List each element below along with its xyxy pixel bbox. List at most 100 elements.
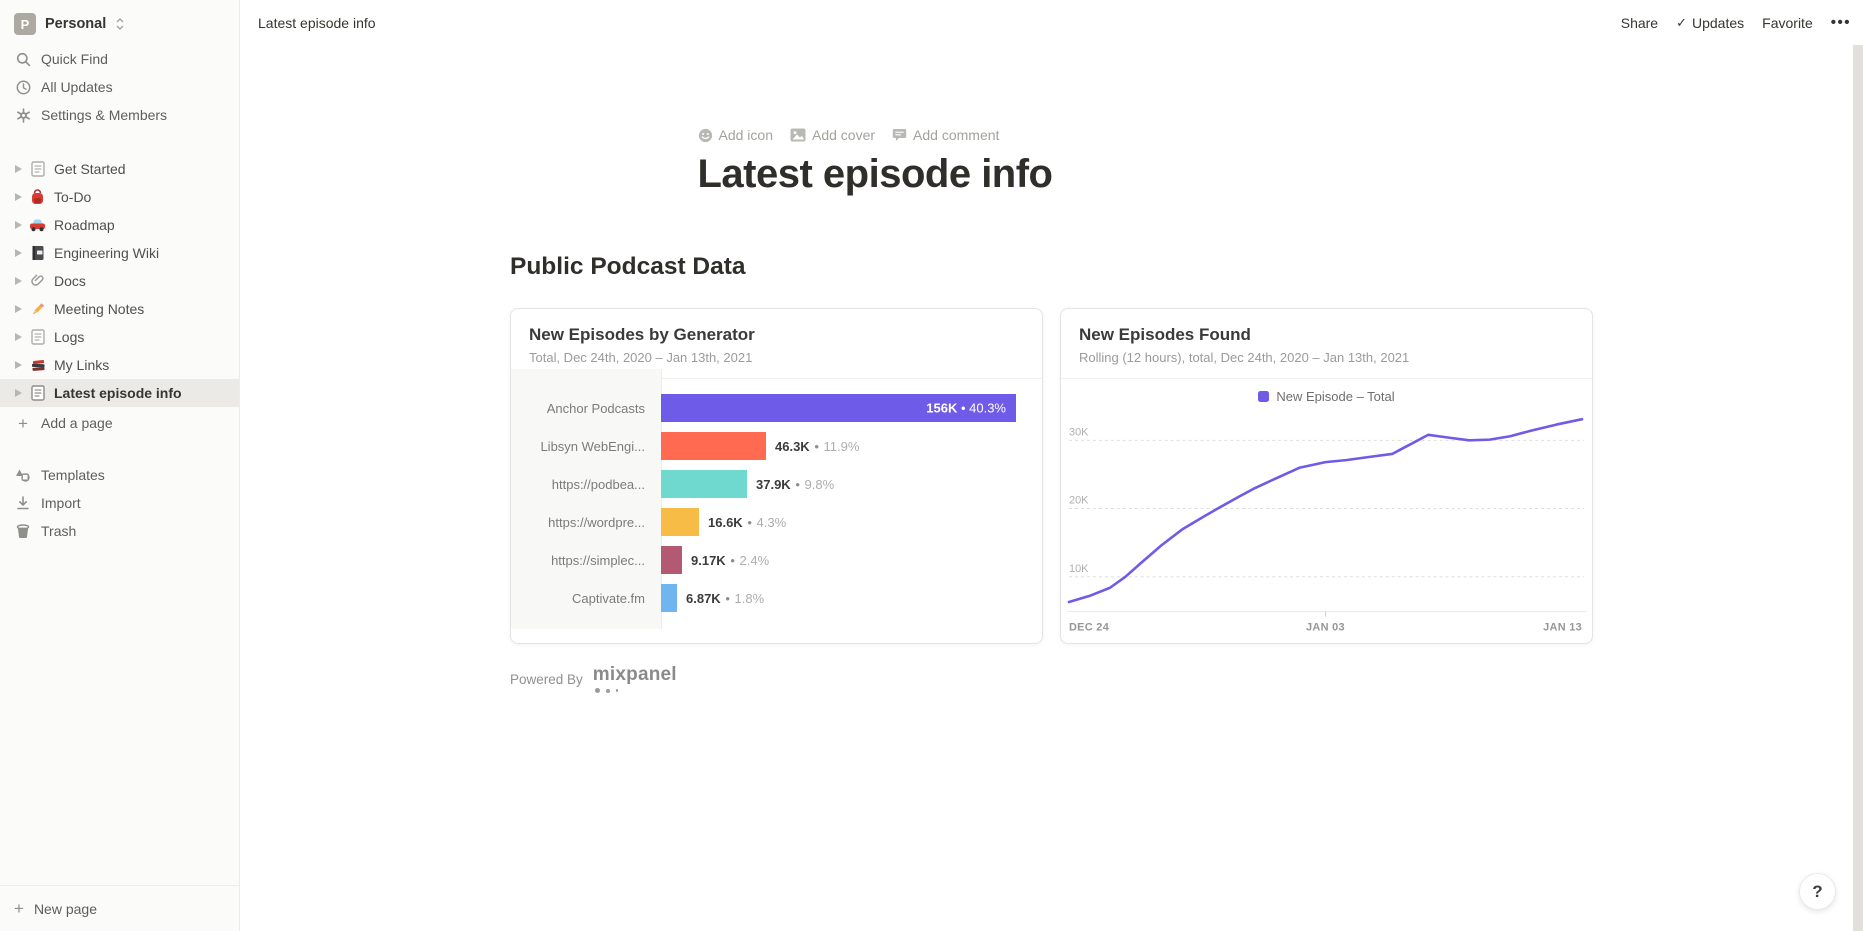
- workspace-name: Personal: [45, 16, 107, 32]
- sidebar-item-trash[interactable]: Trash: [0, 517, 239, 545]
- help-button[interactable]: ?: [1799, 873, 1836, 910]
- smiley-icon: [698, 128, 712, 142]
- workspace-switcher[interactable]: P Personal: [0, 0, 239, 45]
- bar-category-label: https://wordpre...: [548, 514, 645, 530]
- sidebar-item-settings-members[interactable]: Settings & Members: [0, 101, 239, 129]
- sidebar-page-get-started[interactable]: Get Started: [0, 155, 239, 183]
- scrollbar[interactable]: [1853, 45, 1863, 931]
- sidebar-page-to-do[interactable]: To-Do: [0, 183, 239, 211]
- sidebar-page-logs[interactable]: Logs: [0, 323, 239, 351]
- svg-text:30K: 30K: [1069, 426, 1089, 438]
- sidebar-page-roadmap[interactable]: Roadmap: [0, 211, 239, 239]
- chevron-updown-icon: [116, 18, 124, 30]
- sidebar-page-my-links[interactable]: My Links: [0, 351, 239, 379]
- bar-category-label: https://podbea...: [551, 476, 645, 492]
- add-cover-button[interactable]: Add cover: [790, 127, 875, 143]
- sidebar-page-meeting-notes[interactable]: Meeting Notes: [0, 295, 239, 323]
- svg-text:DEC 24: DEC 24: [1069, 622, 1110, 634]
- bar-category-label: Libsyn WebEngi...: [540, 438, 645, 454]
- toggle-icon[interactable]: [10, 249, 27, 257]
- sidebar: P Personal Quick Find All Updates Settin…: [0, 0, 240, 931]
- page-title[interactable]: Latest episode info: [697, 152, 1054, 196]
- topbar: Latest episode info Share ✓ Updates Favo…: [240, 0, 1863, 45]
- sidebar-item-all-updates[interactable]: All Updates: [0, 73, 239, 101]
- toggle-icon[interactable]: [10, 333, 27, 341]
- templates-label: Templates: [41, 467, 105, 483]
- legend-swatch: [1258, 391, 1270, 402]
- bar-value-label: 156K • 40.3%: [926, 400, 1006, 416]
- bar[interactable]: 156K • 40.3%: [661, 394, 1016, 422]
- bar-chart-rows: Anchor Podcasts 156K • 40.3% Libsyn WebEng…: [511, 369, 1042, 629]
- toggle-icon[interactable]: [10, 165, 27, 173]
- plus-icon: +: [18, 413, 28, 433]
- line-chart-plot: 10K 20K 30K DEC 24 JAN 03 JAN 13: [1067, 406, 1586, 638]
- sidebar-footer: Templates Import Trash: [0, 461, 239, 545]
- line-chart-card[interactable]: New Episodes Found Rolling (12 hours), t…: [1060, 308, 1593, 644]
- bar-row[interactable]: https://simplec... 9.17K • 2.4%: [511, 541, 1042, 579]
- toggle-icon[interactable]: [10, 305, 27, 313]
- sidebar-item-templates[interactable]: Templates: [0, 461, 239, 489]
- page-label: Latest episode info: [54, 385, 182, 401]
- help-label: ?: [1812, 881, 1823, 901]
- page-label: Get Started: [54, 161, 126, 177]
- toggle-icon[interactable]: [10, 361, 27, 369]
- toggle-icon[interactable]: [10, 277, 27, 285]
- line-chart-header: New Episodes Found Rolling (12 hours), t…: [1061, 309, 1592, 379]
- breadcrumb[interactable]: Latest episode info: [258, 14, 376, 31]
- templates-icon: [14, 468, 32, 483]
- clock-icon: [14, 80, 32, 95]
- line-series[interactable]: [1067, 417, 1584, 604]
- trash-icon: [14, 523, 32, 539]
- bar-track: 156K • 40.3%: [661, 394, 1042, 422]
- sidebar-item-label: Quick Find: [41, 51, 108, 67]
- charts-row: New Episodes by Generator Total, Dec 24t…: [510, 308, 1593, 644]
- sidebar-page-engineering-wiki[interactable]: Engineering Wiki: [0, 239, 239, 267]
- new-page-label: New page: [33, 900, 97, 917]
- add-comment-button[interactable]: Add comment: [892, 127, 999, 143]
- bar-chart-card[interactable]: New Episodes by Generator Total, Dec 24t…: [510, 308, 1043, 644]
- section-heading[interactable]: Public Podcast Data: [510, 253, 746, 280]
- toggle-icon[interactable]: [10, 193, 27, 201]
- mixpanel-logo[interactable]: mixpanel: [593, 665, 677, 693]
- bar[interactable]: [661, 470, 747, 498]
- updates-button[interactable]: ✓ Updates: [1676, 14, 1745, 31]
- add-a-page-button[interactable]: + Add a page: [0, 409, 239, 437]
- books-emoji: [27, 358, 48, 373]
- bar-row[interactable]: Captivate.fm 6.87K • 1.8%: [511, 579, 1042, 617]
- more-options-button[interactable]: •••: [1830, 14, 1851, 31]
- comment-icon: [892, 129, 907, 141]
- sidebar-item-quick-find[interactable]: Quick Find: [0, 45, 239, 73]
- bar[interactable]: [661, 584, 677, 612]
- favorite-button[interactable]: Favorite: [1762, 14, 1813, 31]
- add-icon-button[interactable]: Add icon: [698, 127, 773, 143]
- bar-row[interactable]: https://podbea... 37.9K • 9.8%: [511, 465, 1042, 503]
- toggle-icon[interactable]: [10, 221, 27, 229]
- bar[interactable]: [661, 546, 682, 574]
- car-emoji: [27, 218, 48, 232]
- page-controls: Add icon Add cover Add comment: [698, 127, 1406, 143]
- sidebar-page-docs[interactable]: Docs: [0, 267, 239, 295]
- bar-chart-header: New Episodes by Generator Total, Dec 24t…: [511, 309, 1042, 379]
- line-chart-svg: 10K 20K 30K DEC 24 JAN 03 JAN 13: [1067, 417, 1586, 634]
- legend-label: New Episode – Total: [1276, 389, 1395, 404]
- page-icon: [27, 329, 48, 345]
- bar-row[interactable]: Anchor Podcasts 156K • 40.3%: [511, 389, 1042, 427]
- svg-text:20K: 20K: [1069, 495, 1089, 507]
- bar[interactable]: [661, 432, 766, 460]
- new-page-button[interactable]: + New page: [0, 885, 239, 931]
- bar-row[interactable]: https://wordpre... 16.6K • 4.3%: [511, 503, 1042, 541]
- share-button[interactable]: Share: [1620, 14, 1659, 31]
- toggle-icon[interactable]: [10, 389, 27, 397]
- bar-value-label: 37.9K • 9.8%: [756, 476, 835, 492]
- powered-by-row: Powered By mixpanel: [510, 665, 1593, 693]
- mixpanel-wordmark: mixpanel: [592, 664, 677, 685]
- sidebar-item-label: All Updates: [41, 79, 113, 95]
- bar[interactable]: [661, 508, 699, 536]
- import-label: Import: [41, 495, 81, 511]
- bar-row[interactable]: Libsyn WebEngi... 46.3K • 11.9%: [511, 427, 1042, 465]
- bar-track: 16.6K • 4.3%: [661, 508, 1042, 536]
- page-label: Engineering Wiki: [54, 245, 160, 261]
- sidebar-item-import[interactable]: Import: [0, 489, 239, 517]
- bar-value-label: 6.87K • 1.8%: [686, 590, 765, 606]
- sidebar-page-latest-episode-info[interactable]: Latest episode info: [0, 379, 239, 407]
